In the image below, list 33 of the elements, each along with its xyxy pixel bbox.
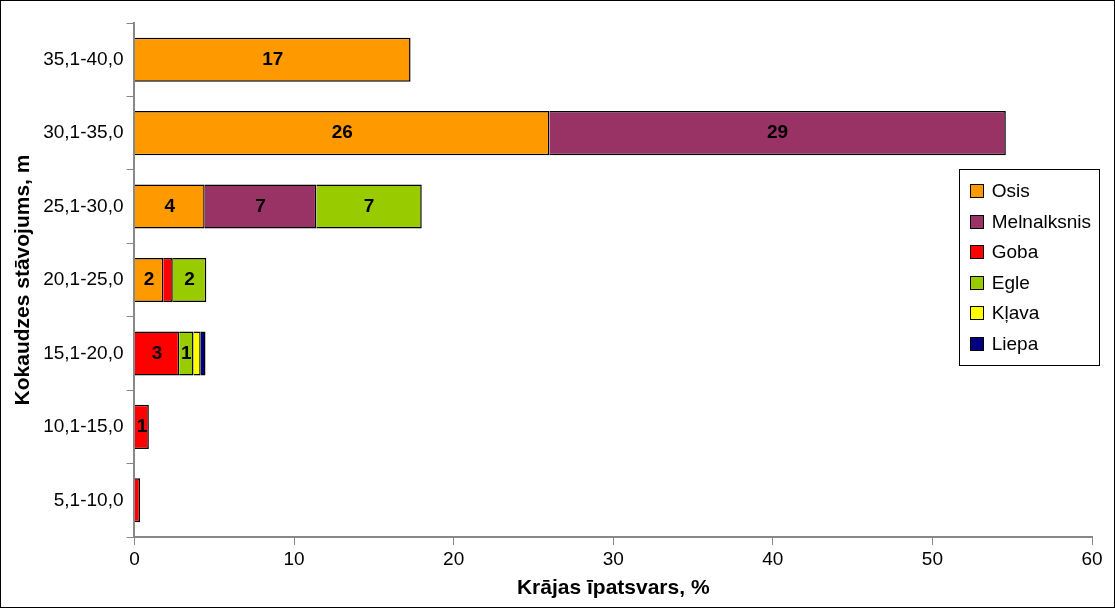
y-tick-label: 15,1-20,0 <box>43 341 124 363</box>
x-tick-label: 40 <box>762 547 784 569</box>
data-label: 26 <box>331 121 353 143</box>
y-axis-title: Kokaudzes stāvojums, m <box>10 154 34 406</box>
legend-label: Egle <box>991 271 1030 294</box>
x-tick-label: 20 <box>443 547 465 569</box>
legend-label: Osis <box>991 180 1030 203</box>
data-label: 7 <box>363 194 375 216</box>
data-label: 29 <box>767 121 789 143</box>
x-tick-label: 0 <box>129 547 140 569</box>
data-label: 1 <box>181 341 193 363</box>
legend-label: Goba <box>991 241 1039 264</box>
y-tick-label: 5,1-10,0 <box>53 488 124 510</box>
x-axis-title: Krājas īpatsvars, % <box>516 575 710 599</box>
data-label: 7 <box>255 194 266 216</box>
legend-label: Melnalksnis <box>991 210 1091 233</box>
x-tick-label: 30 <box>602 547 624 569</box>
y-tick-label: 35,1-40,0 <box>43 47 124 69</box>
y-tick-label: 10,1-15,0 <box>43 415 124 437</box>
data-label: 17 <box>262 47 284 69</box>
legend-label: Kļava <box>991 302 1040 325</box>
x-tick-label: 60 <box>1081 547 1103 569</box>
data-label: 4 <box>164 194 176 216</box>
legend-label: Liepa <box>991 332 1039 355</box>
y-tick-label: 20,1-25,0 <box>43 268 124 290</box>
data-label: 2 <box>143 268 155 290</box>
y-tick-label: 30,1-35,0 <box>43 121 124 143</box>
data-label: 1 <box>136 415 148 437</box>
x-tick-label: 10 <box>283 547 305 569</box>
data-label: 2 <box>184 268 195 290</box>
x-tick-label: 50 <box>921 547 943 569</box>
data-label: 3 <box>151 341 163 363</box>
y-tick-label: 25,1-30,0 <box>43 194 124 216</box>
